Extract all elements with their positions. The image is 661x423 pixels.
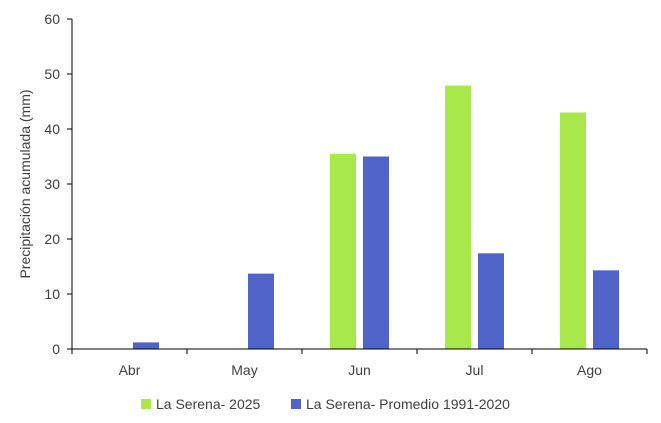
y-axis-ticks: 0 10 20 30 40 50 60 [44,11,72,357]
bar-la-serena-2025-jul [445,85,471,350]
bar-la-serena-2025-jun [330,153,356,349]
x-axis-ticks: Abr May Jun Jul Ago [71,349,648,378]
y-tick-label: 30 [44,176,60,192]
x-tick-label: Jul [466,362,484,378]
x-tick-label: Ago [577,362,602,378]
x-tick-label: Abr [119,362,141,378]
bar-la-serena-promedio-jun [363,156,389,349]
y-tick-label: 50 [44,66,60,82]
bar-la-serena-promedio-abr [133,342,159,349]
y-tick-label: 60 [44,11,60,27]
y-tick-label: 40 [44,121,60,137]
bar-la-serena-promedio-jul [478,253,504,349]
y-tick-label: 10 [44,286,60,302]
legend: La Serena- 2025 La Serena- Promedio 1991-… [141,396,510,412]
y-tick-label: 20 [44,231,60,247]
legend-label: La Serena- Promedio 1991-2020 [306,396,510,412]
bar-la-serena-promedio-may [248,273,274,349]
x-tick-label: May [231,362,257,378]
bar-la-serena-promedio-ago [593,270,619,349]
legend-label: La Serena- 2025 [156,396,261,412]
y-tick-label: 0 [52,341,60,357]
legend-swatch [291,399,301,409]
x-tick-label: Jun [348,362,371,378]
y-axis-title: Precipitación acumulada (mm) [17,89,33,278]
legend-swatch [141,399,151,409]
bar-la-serena-2025-ago [560,112,586,349]
bar-group [133,85,619,350]
